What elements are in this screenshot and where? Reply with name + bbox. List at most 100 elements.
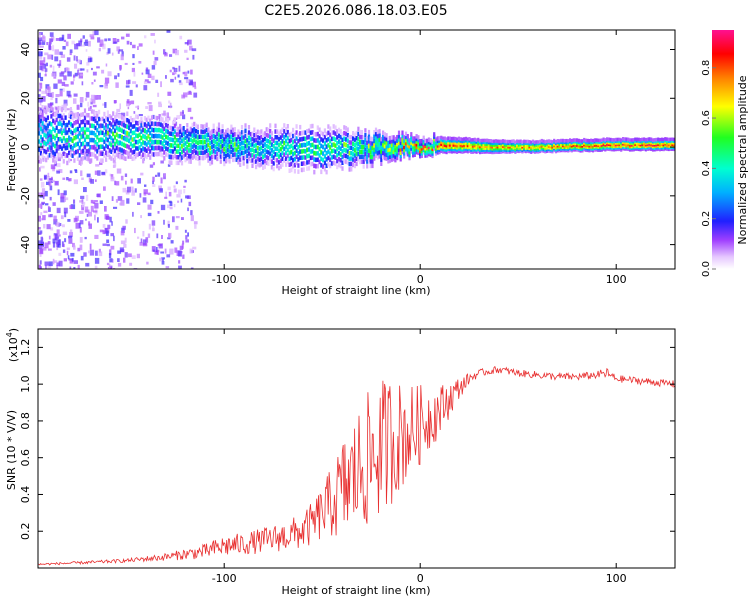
spectrogram-cell [43,57,46,62]
spectrogram-cell [477,139,480,144]
spectrogram-cell [233,142,236,147]
spectrogram-cell [156,133,159,139]
spectrogram-cell [149,155,152,160]
spectrogram-cell [117,127,120,132]
spectrogram-cell [203,150,206,155]
spectrogram-cell [288,162,291,167]
spectrogram-cell [133,130,136,135]
spectrogram-cell [274,140,277,146]
spectrogram-cell [434,146,438,151]
spectrogram-cell [152,140,155,145]
spectrogram-cell [327,155,330,161]
spectrogram-cell [154,250,158,255]
spectrogram-cell [216,156,219,162]
spectrogram-cell [75,222,80,229]
spectrogram-cell [249,132,252,137]
spectrogram-cell [163,49,166,55]
spectrogram-cell [56,229,60,235]
spectrogram-cell [75,112,78,118]
spectrogram-cell [92,131,95,136]
spectrogram-cell [390,153,393,159]
spectrogram-cell [178,65,181,72]
snr-x-tick-label: 100 [606,572,627,585]
spectrogram-cell [51,92,54,98]
spectrogram-cell [233,127,236,132]
spectrogram-cell [353,163,356,169]
spectrogram-cell [38,44,41,48]
spectrogram-cell [217,147,221,152]
spectrogram-cell [153,60,157,66]
spectrogram-cell [297,163,300,168]
spectrogram-cell [524,139,528,144]
spectrogram-cell [80,112,83,118]
spectrogram-cell [38,131,41,136]
spectrogram-cell [49,32,54,37]
spectrogram-cell [279,164,282,169]
spectrogram-cell [389,143,392,148]
spectrogram-cell [572,138,575,142]
spectrogram-cell [39,178,43,181]
spectrogram-cell [262,165,265,170]
spectrogram-cell [175,155,178,160]
spectrogram-cell [96,135,99,140]
spectrogram-cell [86,69,89,73]
spectrogram-cell [116,38,120,43]
spectrogram-cell [48,145,51,150]
spectrogram-cell [443,145,446,150]
spectrogram-cell [66,177,69,181]
spectrogram-cell [205,122,208,128]
spectrogram-cell [188,130,192,133]
spectrogram-cell [56,265,59,269]
spectrogram-cell [193,132,196,137]
spectrogram-cell [657,137,660,142]
spectrogram-cell [459,137,462,141]
spectrogram-cell [479,144,482,149]
spectrogram-cell [48,261,53,267]
spectrogram-cell [139,241,143,246]
spectrogram-cell [501,139,505,143]
spectrogram-cell [135,133,138,138]
spectrogram-cell [69,114,72,120]
spectrogram-cell [87,101,90,107]
spectrogram-cell [129,262,133,266]
spectrogram-cell [374,127,378,133]
spectrogram-cell [168,154,171,159]
spectrogram-cell [64,142,69,147]
spectrogram-cell [329,132,332,138]
spectrogram-cell [145,136,148,141]
spectrogram-cell [184,49,188,53]
spectrogram-cell [99,130,102,135]
spectrogram-cell [443,143,446,147]
spectrogram-cell [170,125,173,131]
spectrogram-cell [191,133,194,139]
spectrogram-cell [140,154,143,159]
spectrogram-cell [482,142,485,147]
spectrogram-cell [286,141,289,147]
spectrogram-cell [147,127,150,133]
spectrogram-cell [126,150,129,156]
spectrogram-cell [50,106,53,111]
spectrogram-cell [330,130,333,135]
spectrogram-cell [39,246,43,249]
spectrogram-cell [145,67,149,72]
spectrogram-cell [482,144,485,148]
spectrogram-cell [38,148,43,152]
spectrogram-cell [449,140,452,145]
spectrogram-cell [103,186,106,191]
spectrogram-x-ticks: -100 0 100 [212,30,627,286]
spectrogram-cell [132,62,135,65]
spectrogram-cell [389,150,392,156]
spectrogram-cell [112,124,115,130]
spectrogram-cell [158,103,162,108]
spectrogram-cell [484,150,487,154]
spectrogram-cell [82,141,85,146]
spectrogram-cell [40,76,44,82]
spectrogram-cell [94,214,96,221]
spectrogram-cell [300,149,303,154]
spectrogram-cell [339,152,342,157]
snr-y-scale-label: (x104) [5,328,20,362]
spectrogram-cell [172,120,175,126]
spectrogram-cell [158,114,161,119]
spectrogram-cell [87,149,90,154]
spectrogram-cell [122,116,125,121]
